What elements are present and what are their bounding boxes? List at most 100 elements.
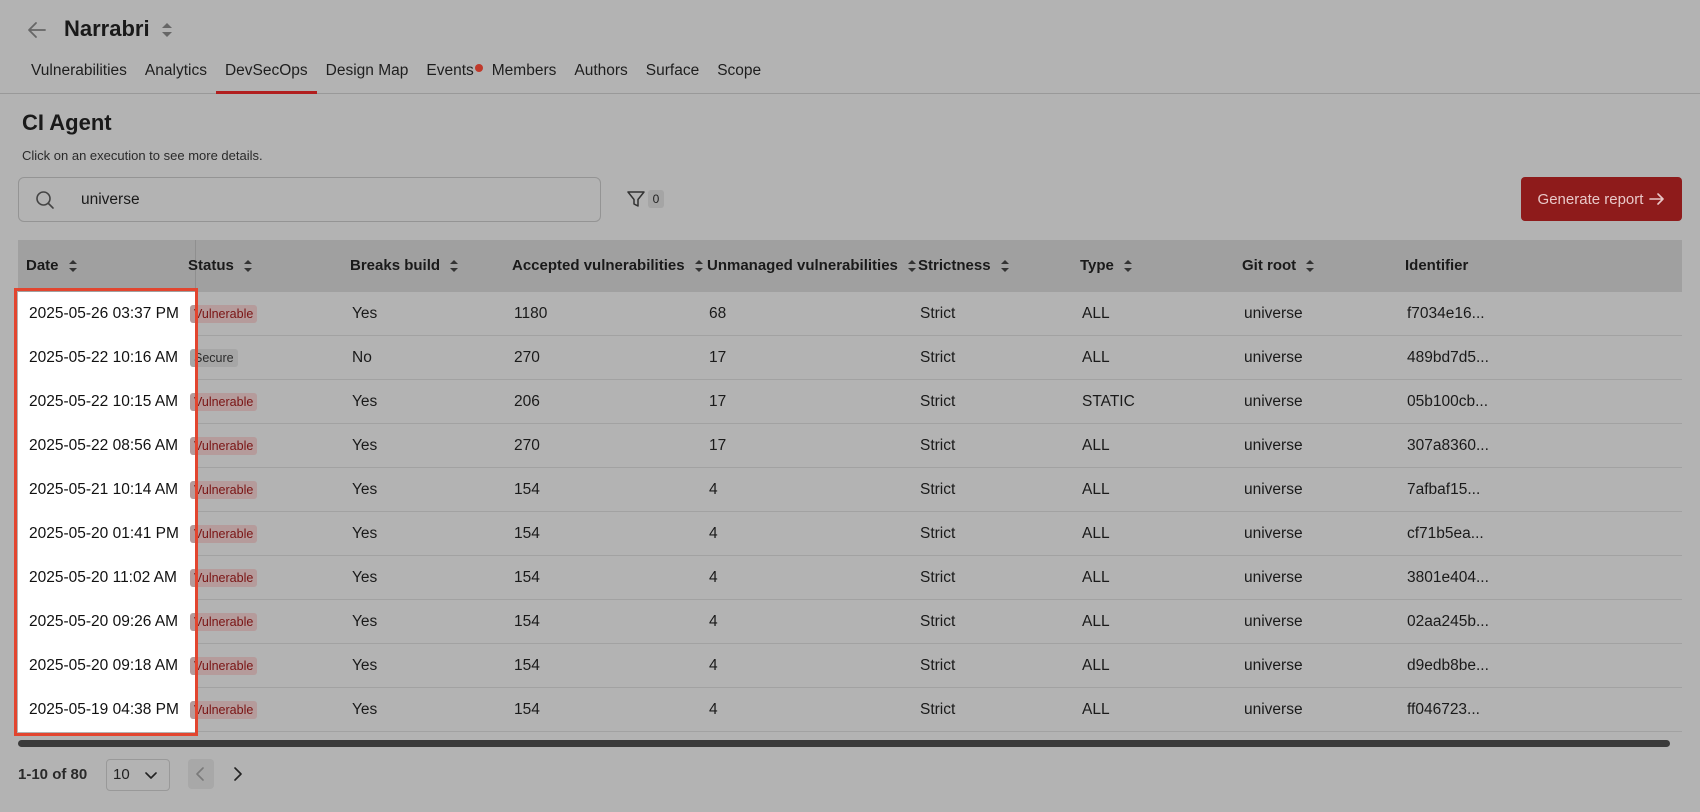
cell-date: 2025-05-20 01:41 PM (18, 512, 196, 556)
cell-status: Vulnerable (190, 556, 258, 600)
column-header-status[interactable]: Status (188, 240, 252, 292)
cell-type: ALL (1082, 569, 1110, 586)
tab-analytics[interactable]: Analytics (144, 62, 207, 79)
table-row[interactable]: 2025-05-22 08:56 AM Vulnerable Yes 270 17 Str… (18, 424, 1682, 468)
cell-breaks: Yes (352, 525, 378, 542)
cell-breaks: Yes (352, 393, 378, 410)
cell-unmanaged: 17 (709, 393, 727, 410)
status-badge: Vulnerable (190, 524, 258, 543)
filter-button[interactable]: 0 (626, 188, 666, 210)
filter-count-badge: 0 (648, 190, 664, 208)
sort-icon (1123, 260, 1132, 273)
cell-root: universe (1244, 613, 1303, 630)
table-row[interactable]: 2025-05-26 03:37 PM Vulnerable Yes 1180 68 St… (18, 292, 1682, 336)
table-row[interactable]: 2025-05-22 10:15 AM Vulnerable Yes 206 17 Str… (18, 380, 1682, 424)
tab-design-map[interactable]: Design Map (325, 62, 409, 79)
cell-breaks: Yes (352, 481, 378, 498)
search-input[interactable] (63, 187, 583, 213)
cell-accepted: 154 (514, 481, 540, 498)
table-row[interactable]: 2025-05-20 01:41 PM Vulnerable Yes 154 4 Stri… (18, 512, 1682, 556)
cell-unmanaged: 4 (709, 701, 718, 718)
chevron-left-icon (196, 767, 204, 781)
cell-type: ALL (1082, 349, 1110, 366)
generate-report-button[interactable]: Generate report (1521, 177, 1682, 221)
cell-unmanaged: 68 (709, 305, 727, 322)
cell-status: Vulnerable (190, 644, 258, 688)
column-header-git-root[interactable]: Git root (1242, 240, 1315, 292)
cell-root: universe (1244, 701, 1303, 718)
cell-status: Secure (190, 336, 238, 380)
cell-status: Vulnerable (190, 292, 258, 336)
section-title: CI Agent (22, 110, 112, 135)
cell-accepted: 270 (514, 437, 540, 454)
status-badge: Vulnerable (190, 436, 258, 455)
table-row[interactable]: 2025-05-20 09:18 AM Vulnerable Yes 154 4 Stri… (18, 644, 1682, 688)
project-switch-icon[interactable] (160, 20, 174, 40)
cell-unmanaged: 4 (709, 569, 718, 586)
column-header-type[interactable]: Type (1080, 240, 1132, 292)
cell-accepted: 270 (514, 349, 540, 366)
back-arrow-icon[interactable] (26, 19, 52, 41)
cell-date: 2025-05-22 10:16 AM (18, 336, 196, 380)
status-badge: Vulnerable (190, 480, 258, 499)
cell-root: universe (1244, 393, 1303, 410)
column-header-strictness[interactable]: Strictness (918, 240, 1009, 292)
cell-date: 2025-05-20 09:18 AM (18, 644, 196, 688)
section-subtitle: Click on an execution to see more detail… (22, 148, 263, 163)
horizontal-scrollbar[interactable] (18, 740, 1670, 747)
cell-status: Vulnerable (190, 424, 258, 468)
table-row[interactable]: 2025-05-20 09:26 AM Vulnerable Yes 154 4 Stri… (18, 600, 1682, 644)
table-row[interactable]: 2025-05-19 04:38 PM Vulnerable Yes 154 4 Stri… (18, 688, 1682, 732)
column-header-breaks-build[interactable]: Breaks build (350, 240, 459, 292)
cell-date: 2025-05-22 08:56 AM (18, 424, 196, 468)
tab-authors[interactable]: Authors (574, 62, 628, 79)
sort-icon (694, 260, 703, 273)
cell-type: ALL (1082, 525, 1110, 542)
cell-id: 489bd7d5... (1407, 349, 1489, 366)
cell-date: 2025-05-20 11:02 AM (18, 556, 196, 600)
cell-date: 2025-05-22 10:15 AM (18, 380, 196, 424)
cell-date: 2025-05-21 10:14 AM (18, 468, 196, 512)
table-row[interactable]: 2025-05-20 11:02 AM Vulnerable Yes 154 4 Stri… (18, 556, 1682, 600)
cell-breaks: Yes (352, 701, 378, 718)
cell-unmanaged: 17 (709, 437, 727, 454)
cell-status: Vulnerable (190, 600, 258, 644)
tab-scope[interactable]: Scope (717, 62, 762, 79)
table-header: Date Status Breaks build Accepted vulnerabi… (18, 240, 1682, 292)
table-row[interactable]: 2025-05-22 10:16 AM Secure No 270 17 Strict AL… (18, 336, 1682, 380)
cell-breaks: Yes (352, 305, 378, 322)
sort-icon (1306, 260, 1315, 273)
cell-id: 307a8360... (1407, 437, 1489, 454)
tab-members[interactable]: Members (491, 62, 557, 79)
status-badge: Vulnerable (190, 568, 258, 587)
cell-accepted: 154 (514, 569, 540, 586)
column-header-date[interactable]: Date (26, 240, 77, 292)
cell-breaks: No (352, 349, 372, 366)
cell-status: Vulnerable (190, 512, 258, 556)
page-size-select[interactable]: 10 (106, 759, 170, 791)
cell-accepted: 154 (514, 525, 540, 542)
pagination-range: 1-10 of 80 (18, 766, 88, 783)
tab-bar: Vulnerabilities Analytics DevSecOps Design … (22, 56, 770, 94)
next-page-button[interactable] (224, 759, 250, 789)
table-row[interactable]: 2025-05-21 10:14 AM Vulnerable Yes 154 4 Stri… (18, 468, 1682, 512)
tab-events[interactable]: Events (417, 56, 483, 94)
previous-page-button[interactable] (188, 759, 214, 789)
tab-vulnerabilities[interactable]: Vulnerabilities (31, 62, 127, 79)
sort-icon (243, 260, 252, 273)
column-header-accepted-vulnerabilities[interactable]: Accepted vulnerabilities (512, 240, 703, 292)
column-header-unmanaged-vulnerabilities[interactable]: Unmanaged vulnerabilities (707, 240, 916, 292)
cell-status: Vulnerable (190, 468, 258, 512)
cell-root: universe (1244, 569, 1303, 586)
search-box[interactable] (18, 177, 601, 222)
cell-breaks: Yes (352, 569, 378, 586)
tab-devsecops[interactable]: DevSecOps (215, 56, 317, 94)
tab-surface[interactable]: Surface (645, 62, 700, 79)
cell-type: ALL (1082, 613, 1110, 630)
cell-id: 3801e404... (1407, 569, 1489, 586)
cell-status: Vulnerable (190, 688, 258, 732)
column-header-identifier[interactable]: Identifier (1405, 257, 1469, 274)
cell-strictness: Strict (920, 613, 956, 630)
cell-id: 02aa245b... (1407, 613, 1489, 630)
status-badge: Secure (190, 348, 238, 367)
